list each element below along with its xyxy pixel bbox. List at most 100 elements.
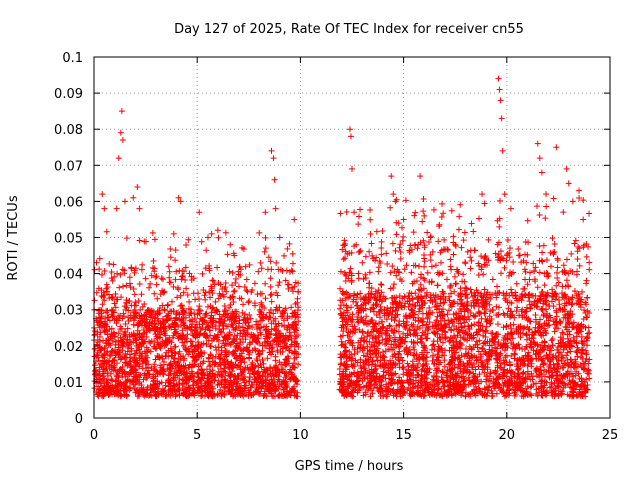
data-point bbox=[275, 266, 282, 273]
data-point bbox=[501, 366, 508, 373]
data-point bbox=[432, 262, 439, 269]
data-point bbox=[185, 364, 192, 371]
data-point bbox=[239, 309, 246, 316]
data-point bbox=[146, 371, 153, 378]
data-point bbox=[121, 303, 128, 310]
data-point bbox=[291, 375, 298, 382]
data-point bbox=[482, 340, 489, 347]
data-point bbox=[268, 377, 275, 384]
data-point bbox=[451, 273, 458, 280]
data-point bbox=[258, 290, 265, 297]
data-point bbox=[439, 339, 446, 346]
data-point bbox=[243, 287, 250, 294]
data-point bbox=[151, 366, 158, 373]
data-point bbox=[170, 377, 177, 384]
data-point bbox=[437, 259, 444, 266]
data-point bbox=[202, 380, 209, 387]
data-point bbox=[585, 324, 592, 331]
data-point bbox=[373, 228, 380, 235]
data-point bbox=[546, 384, 553, 391]
data-point bbox=[271, 372, 278, 379]
data-point bbox=[367, 378, 374, 385]
data-point bbox=[246, 298, 253, 305]
data-point bbox=[269, 393, 276, 400]
data-point bbox=[429, 323, 436, 330]
data-point bbox=[182, 264, 189, 271]
data-point bbox=[524, 355, 531, 362]
data-point bbox=[111, 316, 118, 323]
data-point bbox=[132, 359, 139, 366]
data-point bbox=[211, 281, 218, 288]
data-point bbox=[286, 240, 293, 247]
data-point bbox=[559, 329, 566, 336]
data-point bbox=[244, 325, 251, 332]
data-point bbox=[486, 377, 493, 384]
data-point bbox=[586, 259, 593, 266]
data-point bbox=[176, 376, 183, 383]
data-point bbox=[195, 339, 202, 346]
data-point bbox=[112, 378, 119, 385]
data-point bbox=[170, 230, 177, 237]
data-point bbox=[349, 311, 356, 318]
data-point bbox=[488, 316, 495, 323]
data-point bbox=[202, 312, 209, 319]
data-point bbox=[123, 235, 130, 242]
data-point bbox=[357, 385, 364, 392]
data-point bbox=[453, 338, 460, 345]
data-point bbox=[481, 255, 488, 262]
data-point bbox=[108, 268, 115, 275]
data-point bbox=[289, 322, 296, 329]
data-point bbox=[502, 380, 509, 387]
data-point bbox=[417, 281, 424, 288]
data-point bbox=[464, 306, 471, 313]
data-point bbox=[198, 377, 205, 384]
data-point bbox=[383, 327, 390, 334]
data-point bbox=[580, 360, 587, 367]
data-point bbox=[254, 355, 261, 362]
data-point bbox=[576, 194, 583, 201]
data-point bbox=[117, 379, 124, 386]
data-point bbox=[339, 375, 346, 382]
data-point bbox=[572, 237, 579, 244]
data-point bbox=[369, 390, 376, 397]
data-point bbox=[136, 280, 143, 287]
data-point bbox=[556, 318, 563, 325]
data-point bbox=[423, 335, 430, 342]
data-point bbox=[158, 324, 165, 331]
data-point bbox=[248, 384, 255, 391]
data-point bbox=[527, 384, 534, 391]
data-point bbox=[573, 340, 580, 347]
data-point bbox=[274, 347, 281, 354]
data-point bbox=[417, 391, 424, 398]
data-point bbox=[209, 321, 216, 328]
data-point bbox=[206, 262, 213, 269]
data-point bbox=[151, 325, 158, 332]
data-point bbox=[276, 330, 283, 337]
data-point bbox=[166, 268, 173, 275]
data-point bbox=[131, 291, 138, 298]
data-point bbox=[233, 355, 240, 362]
data-point bbox=[471, 292, 478, 299]
data-point bbox=[207, 283, 214, 290]
data-point bbox=[246, 261, 253, 268]
data-point bbox=[233, 324, 240, 331]
data-point bbox=[465, 323, 472, 330]
data-point bbox=[151, 290, 158, 297]
data-point bbox=[434, 366, 441, 373]
data-point bbox=[453, 266, 460, 273]
data-point bbox=[378, 244, 385, 251]
data-point bbox=[543, 351, 550, 358]
data-point bbox=[126, 358, 133, 365]
data-point bbox=[284, 315, 291, 322]
data-point bbox=[161, 325, 168, 332]
data-point bbox=[171, 383, 178, 390]
data-point bbox=[256, 351, 263, 358]
data-point bbox=[572, 288, 579, 295]
data-point bbox=[536, 374, 543, 381]
data-point bbox=[122, 359, 129, 366]
data-point bbox=[408, 269, 415, 276]
data-point bbox=[578, 288, 585, 295]
data-point bbox=[534, 203, 541, 210]
data-point bbox=[488, 347, 495, 354]
data-point bbox=[236, 357, 243, 364]
